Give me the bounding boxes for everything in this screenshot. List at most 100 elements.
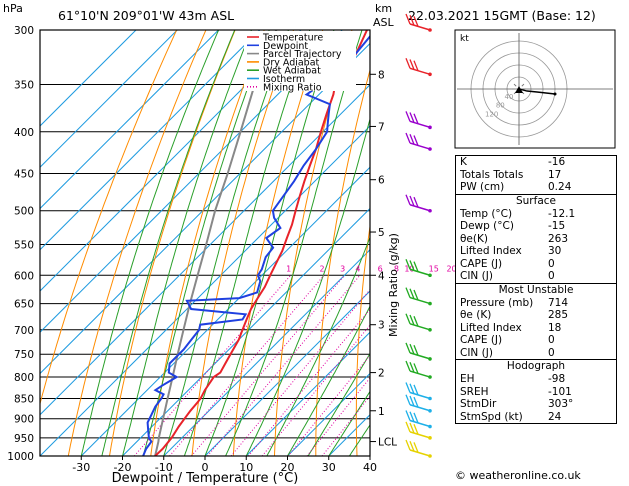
wind-barb-dot [428, 375, 432, 379]
hodograph-unit: kt [460, 34, 469, 44]
wind-barb [409, 120, 431, 129]
wind-barb-flag [413, 196, 419, 208]
wind-barb-flag [405, 439, 411, 451]
height-tick-label: 3 [378, 320, 385, 332]
pressure-tick-label: 750 [14, 349, 34, 361]
temperature-tick-label: 10 [239, 461, 253, 474]
hodograph-endpoint [553, 92, 557, 96]
wind-barb-flag [409, 134, 415, 145]
mixing-ratio-label: 1 [286, 264, 291, 273]
wind-barb-flag [409, 362, 415, 373]
wind-barb [409, 352, 431, 360]
pressure-tick-label: 800 [14, 372, 34, 384]
wet-adiabat [266, 236, 370, 456]
isotherm [163, 249, 370, 456]
index-value: -16 [548, 156, 566, 168]
temperature-tick-label: 30 [322, 461, 336, 474]
hodograph-param-value: 303° [548, 398, 574, 410]
most-unstable-row: Pressure (mb) 714 [456, 297, 616, 310]
dry-adiabat [150, 30, 265, 456]
isotherm [204, 290, 370, 456]
wind-barb-dot [428, 28, 432, 32]
mixing-ratio-axis-label: Mixing Ratio (g/kg) [387, 233, 400, 337]
most-unstable-value: 0 [548, 334, 555, 346]
temperature-tick-label: -10 [155, 461, 173, 474]
surface-value: -15 [548, 220, 566, 232]
pressure-tick-label: 400 [14, 127, 34, 139]
wet-adiabat [307, 352, 370, 456]
wind-barb-flag [413, 424, 419, 435]
most-unstable-row: CIN (J) 0 [456, 347, 616, 360]
wind-barb-flag [405, 194, 411, 205]
dry-adiabat [355, 223, 370, 456]
dry-adiabat [40, 30, 178, 406]
wind-barb-flag [409, 260, 415, 271]
wind-barb [409, 204, 431, 212]
pressure-tick-label: 1000 [7, 451, 34, 463]
surface-row: Lifted Index 30 [456, 245, 616, 258]
dry-adiabat [315, 68, 370, 456]
wet-adiabat [163, 30, 289, 456]
isotherm [40, 30, 137, 127]
hodograph-ring-label: 80 [496, 102, 505, 110]
surface-row: Dewp (°C) -15 [456, 220, 616, 233]
hodograph-param-label: SREH [460, 385, 489, 398]
hodograph-param-value: -101 [548, 385, 572, 398]
mixing-ratio-line [248, 308, 370, 456]
wet-adiabat [287, 305, 370, 456]
wind-barb-flag [405, 13, 411, 25]
wind-barb-flag [405, 111, 411, 122]
hodograph-param-row: EH -98 [456, 373, 616, 386]
wind-barb-flag [409, 395, 415, 407]
wind-barb-flag [405, 132, 411, 144]
wind-barb [409, 296, 431, 305]
legend-label: Parcel Trajectory [263, 49, 342, 60]
hodograph-tick [521, 83, 525, 87]
dry-adiabat [67, 30, 207, 456]
isotherm [40, 30, 261, 251]
mixing-ratio-label: 15 [429, 264, 439, 273]
wind-barb [409, 67, 431, 76]
hodograph-ring-label: 120 [485, 110, 498, 118]
legend-label: Mixing Ratio [263, 82, 322, 93]
wind-barb-flag [405, 342, 411, 354]
wet-adiabat [183, 30, 311, 456]
isotherm [122, 207, 370, 456]
temperature-tick-label: -30 [72, 461, 90, 474]
wind-barb-flag [405, 313, 411, 325]
wind-barb-flag [409, 112, 415, 123]
wind-barb-dot [428, 396, 432, 401]
wind-barb-dot [428, 301, 432, 306]
height-tick-label: 7 [378, 121, 385, 133]
km-unit: km [375, 2, 393, 15]
wind-barb-flag [413, 289, 419, 301]
wind-barb-dot [428, 327, 432, 332]
wind-barb-flag [409, 59, 415, 70]
wind-barb-dot [428, 436, 432, 440]
wind-barb [409, 370, 431, 378]
surface-label: CIN (J) [460, 270, 493, 282]
mixing-ratio-line [169, 274, 325, 456]
surface-row: θe(K) 263 [456, 233, 616, 246]
mixing-ratio-line [230, 288, 370, 456]
wet-adiabat [245, 117, 370, 456]
most-unstable-row: Lifted Index 18 [456, 322, 616, 335]
surface-label: Dewp (°C) [460, 220, 514, 232]
wind-barb [409, 142, 431, 150]
most-unstable-title: Most Unstable [456, 282, 616, 297]
hodograph-param-value: -98 [548, 373, 566, 385]
legend-label: Dewpoint [263, 41, 308, 52]
surface-label: Temp (°C) [460, 207, 513, 220]
parcel-trajectory-line [154, 30, 278, 456]
wind-barb-dot [428, 357, 432, 361]
x-axis-label: Dewpoint / Temperature (°C) [112, 471, 299, 486]
wind-barb-flag [409, 422, 415, 434]
hodograph-param-row: StmDir 303° [456, 398, 616, 411]
wind-barb-flag [413, 315, 419, 327]
surface-title: Surface [456, 193, 616, 208]
wind-barb-flag [405, 382, 411, 393]
wind-barb-dot [428, 424, 432, 429]
pressure-tick-label: 300 [14, 25, 34, 37]
wind-barb-dot [428, 125, 432, 130]
